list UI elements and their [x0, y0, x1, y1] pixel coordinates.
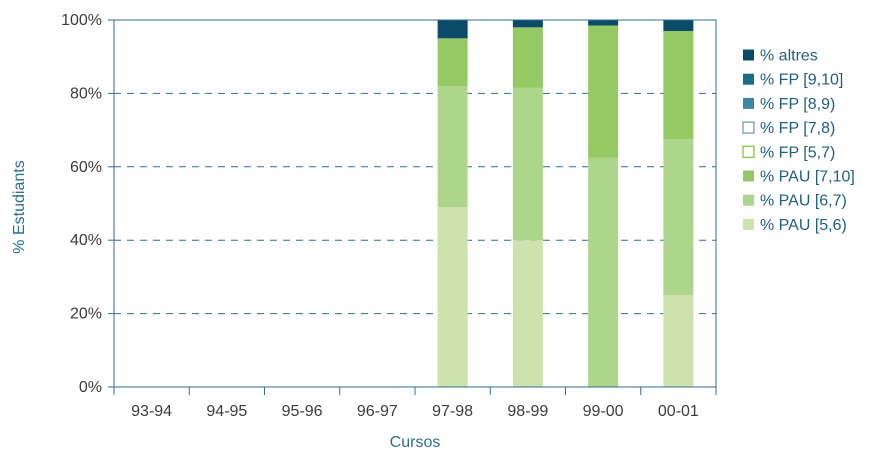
bar-segment [663, 295, 694, 387]
bar-segment [588, 20, 619, 26]
x-tick-label: 95-96 [282, 403, 323, 420]
x-tick-label: 98-99 [507, 403, 548, 420]
legend-label: % PAU [5,6) [760, 217, 847, 234]
axes [108, 19, 717, 395]
bar-segment [588, 157, 619, 387]
x-axis-label: Cursos [390, 434, 441, 451]
legend-label: % FP [7,8) [760, 120, 835, 137]
y-tick-label: 40% [70, 232, 102, 249]
bars [437, 20, 694, 387]
legend: % altres % FP [9,10] % FP [8,9) % FP [7,8)%… [742, 48, 855, 234]
legend-swatch [743, 49, 754, 61]
bar-segment [663, 31, 694, 140]
bar-segment [663, 139, 694, 296]
legend-item: % PAU [7,10] [743, 169, 855, 186]
legend-item: % PAU [5,6) [743, 217, 847, 234]
legend-label: % altres [760, 48, 818, 65]
legend-label: % FP [9,10] [760, 72, 843, 89]
legend-swatch [743, 170, 754, 182]
y-tick-label: 80% [70, 85, 102, 102]
x-tick-labels: 93-94 94-95 95-96 96-97 97-98 98-99 99-00 00-01 [131, 403, 699, 420]
x-tick-label: 96-97 [357, 403, 398, 420]
y-tick-label: 20% [70, 306, 102, 323]
legend-swatch [743, 73, 754, 85]
legend-label: % FP [5,7) [760, 144, 835, 161]
bar-segment [437, 207, 468, 387]
legend-swatch [742, 145, 755, 158]
y-tick-label: 60% [70, 159, 102, 176]
legend-swatch [742, 121, 755, 134]
bar-segment [437, 20, 468, 39]
y-tick-labels: 0% 20% 40% 60% 80% 100% [61, 12, 102, 396]
x-tick-label: 00-01 [658, 403, 699, 420]
bar-segment [437, 38, 468, 87]
bar-segment [512, 27, 543, 88]
legend-label: % FP [8,9) [760, 96, 835, 113]
y-axis-label: % Estudiants [11, 160, 28, 253]
bar-segment [437, 86, 468, 208]
x-tick-label: 94-95 [206, 403, 247, 420]
bar-segment [588, 25, 619, 158]
legend-item: % FP [9,10] [743, 72, 843, 89]
grid-lines [114, 92, 716, 315]
legend-item: % altres [743, 48, 818, 65]
y-tick-label: 0% [79, 379, 102, 396]
bar-segment [512, 87, 543, 241]
legend-item: % FP [7,8) [742, 120, 835, 137]
bar-segment [663, 20, 694, 32]
plot-frame [113, 19, 717, 388]
x-tick-label: 93-94 [131, 403, 172, 420]
bar-segment [512, 20, 543, 28]
x-tick-label: 99-00 [583, 403, 624, 420]
legend-label: % PAU [7,10] [760, 169, 855, 186]
bar-segment [512, 240, 543, 387]
legend-item: % FP [8,9) [743, 96, 835, 113]
legend-item: % PAU [6,7) [743, 193, 847, 210]
y-tick-label: 100% [61, 12, 102, 29]
legend-label: % PAU [6,7) [760, 193, 847, 210]
x-tick-label: 97-98 [432, 403, 473, 420]
legend-swatch [743, 218, 754, 230]
legend-swatch [743, 194, 754, 206]
legend-item: % FP [5,7) [742, 144, 835, 161]
legend-swatch [743, 97, 754, 109]
